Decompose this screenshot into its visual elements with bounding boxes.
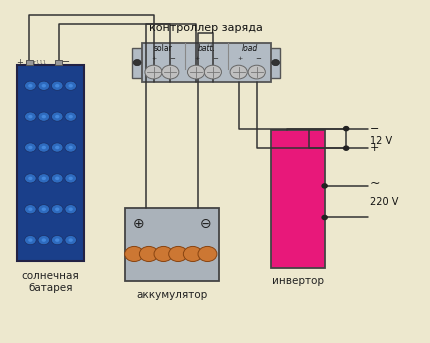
Text: 12 V: 12 V [370,135,392,146]
Circle shape [68,208,73,211]
Circle shape [65,205,77,214]
Text: load: load [241,44,258,53]
Text: 220 V: 220 V [370,197,398,207]
Bar [269,48,280,78]
Text: контроллер заряда: контроллер заряда [150,23,263,33]
Circle shape [68,177,73,180]
Circle shape [198,246,217,261]
Circle shape [55,84,59,87]
Circle shape [65,143,77,152]
Text: ⊖: ⊖ [199,217,211,231]
Circle shape [42,208,46,211]
Circle shape [52,205,63,214]
Circle shape [154,246,173,261]
Circle shape [28,238,33,242]
Circle shape [230,65,247,79]
Bar [132,48,144,78]
Text: аккумулятор: аккумулятор [136,290,208,300]
Circle shape [42,84,46,87]
Circle shape [25,112,36,121]
Bar [142,43,271,82]
Circle shape [55,208,59,211]
Bar [17,65,84,261]
Bar [55,60,62,65]
Bar [26,60,33,65]
Text: solar: solar [154,44,173,53]
Circle shape [344,127,349,131]
Circle shape [183,246,202,261]
Circle shape [28,115,33,118]
Circle shape [125,246,144,261]
Circle shape [25,81,36,90]
Circle shape [68,238,73,242]
Text: −: − [370,123,379,134]
Circle shape [38,236,49,245]
Circle shape [38,205,49,214]
Circle shape [55,177,59,180]
Circle shape [55,146,59,149]
Circle shape [322,215,327,220]
Circle shape [42,238,46,242]
Circle shape [42,115,46,118]
Circle shape [133,60,141,66]
Bar [271,130,325,268]
Circle shape [28,177,33,180]
Circle shape [65,174,77,183]
Text: batt.: batt. [197,44,215,53]
Text: +: + [370,143,379,153]
Circle shape [52,236,63,245]
Circle shape [28,208,33,211]
Circle shape [28,84,33,87]
Circle shape [25,205,36,214]
Circle shape [204,65,221,79]
Bar [125,208,219,281]
Circle shape [55,115,59,118]
Circle shape [322,184,327,188]
Text: −: − [169,56,175,62]
Circle shape [38,81,49,90]
Circle shape [145,65,162,79]
Text: +: + [195,56,200,61]
Circle shape [139,246,158,261]
Circle shape [68,146,73,149]
Text: −: − [62,57,71,68]
Circle shape [52,81,63,90]
Circle shape [68,84,73,87]
Circle shape [65,112,77,121]
Text: −: − [212,56,218,62]
Text: +: + [152,56,157,61]
Circle shape [272,60,280,66]
Circle shape [42,146,46,149]
Text: +: + [16,58,23,67]
Circle shape [65,81,77,90]
Circle shape [187,65,205,79]
Circle shape [65,236,77,245]
Circle shape [52,143,63,152]
Text: +: + [238,56,243,61]
Circle shape [248,65,265,79]
Circle shape [25,236,36,245]
Circle shape [169,246,187,261]
Circle shape [25,143,36,152]
Text: −: − [255,56,261,62]
Text: инвертор: инвертор [272,276,324,286]
Circle shape [38,174,49,183]
Circle shape [28,146,33,149]
Circle shape [38,112,49,121]
Text: rlll: rlll [34,60,46,65]
Circle shape [52,112,63,121]
Circle shape [38,143,49,152]
Circle shape [52,174,63,183]
Circle shape [162,65,179,79]
Circle shape [42,177,46,180]
Circle shape [344,146,349,150]
Text: ⊕: ⊕ [133,217,145,231]
Circle shape [68,115,73,118]
Text: ~: ~ [370,177,380,190]
Circle shape [25,174,36,183]
Circle shape [55,238,59,242]
Text: солнечная
батарея: солнечная батарея [22,271,80,293]
